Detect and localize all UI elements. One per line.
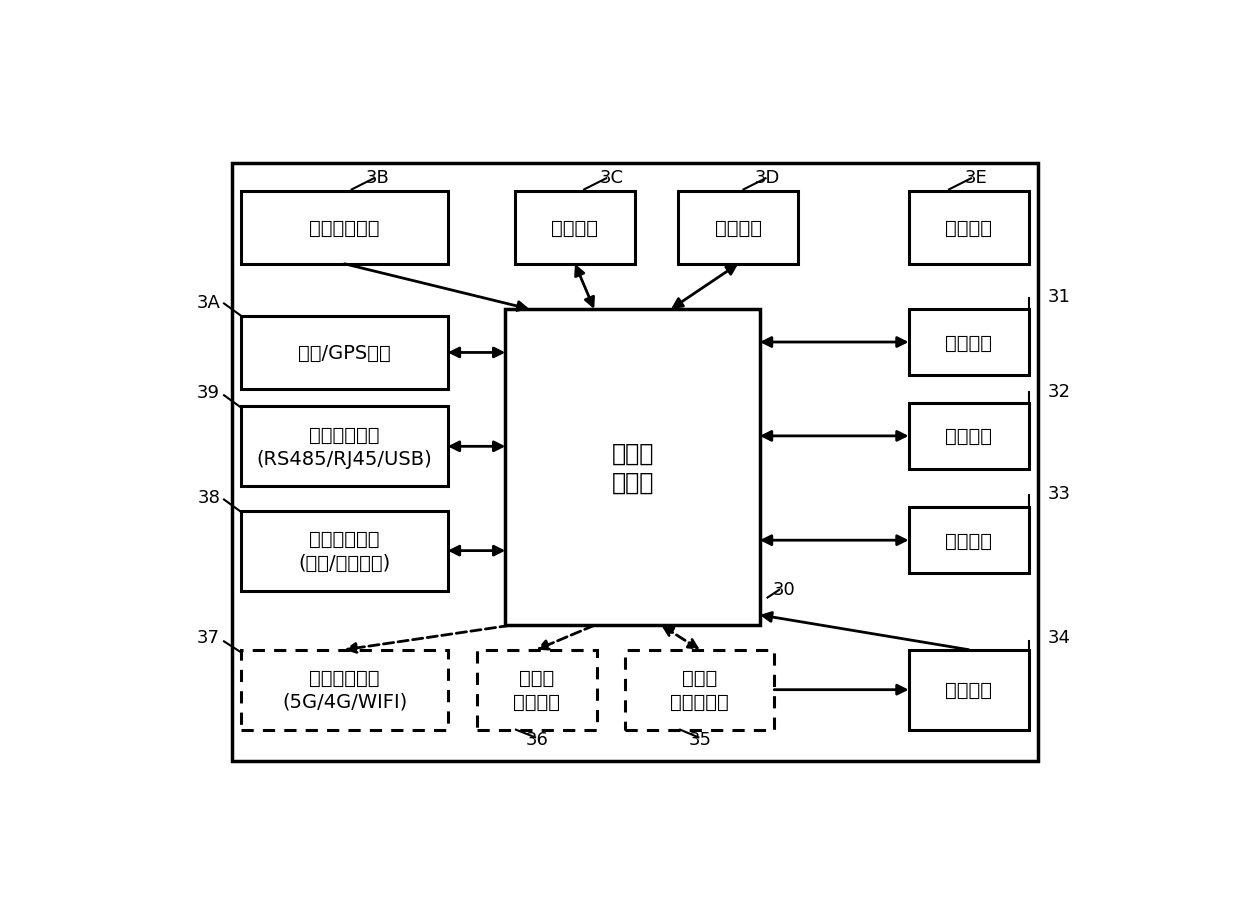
Text: 显示模块: 显示模块: [551, 218, 598, 237]
Bar: [242, 191, 447, 264]
Text: 身份识别模块: 身份识别模块: [310, 218, 380, 237]
Text: 3C: 3C: [600, 169, 623, 187]
Bar: [242, 317, 447, 390]
Bar: [908, 650, 1028, 730]
Text: 有线通信接口
(RS485/RJ45/USB): 有线通信接口 (RS485/RJ45/USB): [256, 426, 432, 468]
Bar: [506, 309, 760, 626]
Text: 3B: 3B: [367, 169, 390, 187]
Text: 点火驱动接口
(幅度/脉宽调制): 点火驱动接口 (幅度/脉宽调制): [299, 529, 390, 572]
Text: 电源模块: 电源模块: [945, 427, 992, 446]
Text: 32: 32: [1048, 382, 1070, 400]
Text: 工作码
上传模块: 工作码 上传模块: [513, 668, 560, 711]
Text: 30: 30: [772, 580, 795, 598]
Text: 扫码模块: 扫码模块: [945, 680, 992, 699]
Text: 39: 39: [197, 384, 221, 402]
Bar: [242, 407, 447, 487]
Bar: [232, 164, 1038, 761]
Bar: [477, 650, 597, 730]
Text: 按键模块: 按键模块: [715, 218, 762, 237]
Bar: [626, 650, 774, 730]
Text: 时钟模块: 时钟模块: [945, 333, 992, 352]
Text: 31: 31: [1048, 288, 1070, 306]
Text: 38: 38: [197, 488, 221, 506]
Text: 3A: 3A: [196, 294, 221, 312]
Text: 工作码
适配器模块: 工作码 适配器模块: [670, 668, 730, 711]
Text: 36: 36: [525, 730, 549, 748]
Text: 3E: 3E: [964, 169, 987, 187]
Bar: [678, 191, 798, 264]
Text: 33: 33: [1048, 484, 1070, 502]
Bar: [908, 508, 1028, 574]
Bar: [908, 309, 1028, 375]
Bar: [242, 511, 447, 591]
Bar: [242, 650, 447, 730]
Bar: [908, 191, 1028, 264]
Text: 34: 34: [1048, 629, 1070, 647]
Text: 存储模块: 存储模块: [945, 531, 992, 550]
Text: 嵌入式
处理器: 嵌入式 处理器: [611, 441, 654, 494]
Text: 3D: 3D: [755, 169, 781, 187]
Text: 无线通信模块
(5G/4G/WIFI): 无线通信模块 (5G/4G/WIFI): [282, 668, 408, 711]
Bar: [908, 403, 1028, 469]
Bar: [515, 191, 636, 264]
Text: 35: 35: [689, 730, 711, 748]
Text: 37: 37: [197, 629, 221, 647]
Text: 北斗/GPS模块: 北斗/GPS模块: [299, 344, 390, 363]
Text: 解密模块: 解密模块: [945, 218, 992, 237]
